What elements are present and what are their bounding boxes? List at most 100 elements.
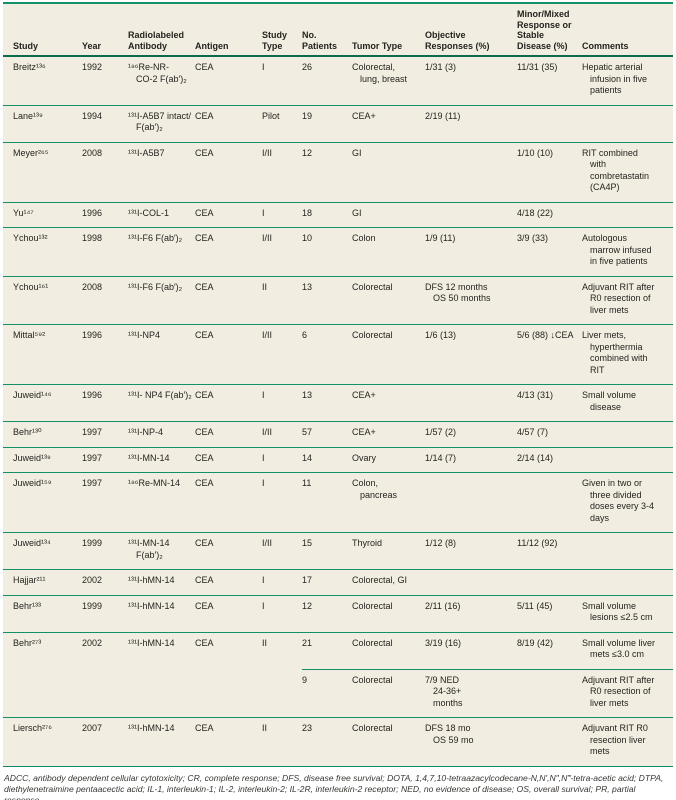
cell-minor <box>517 275 582 325</box>
cell-objective: 1/6 (13) <box>425 324 517 385</box>
table-row: Juweid¹⁵⁹ 1997 ¹⁸⁶Re-MN-14 CEA I 11 Colon, pan… <box>3 472 673 533</box>
cell-patients: 12 <box>302 141 352 202</box>
cell-tumor: CEA+ <box>352 421 425 447</box>
cell-antigen: CEA <box>195 227 262 276</box>
cell-antibody: ¹³¹I-NP-4 <box>128 421 195 447</box>
cell-antibody: ¹⁸⁶Re-MN-14 <box>128 472 195 533</box>
cell-comments <box>582 201 673 228</box>
cell-tumor: Colon, pancreas <box>352 472 425 533</box>
cell-minor: 11/12 (92) <box>517 532 582 570</box>
cell-year: 1999 <box>82 594 128 632</box>
cell-type: I <box>262 201 302 228</box>
cell-objective: DFS 12 months OS 50 months <box>425 275 517 325</box>
column-header-year: Year <box>82 3 128 57</box>
cell-objective <box>425 569 517 595</box>
cell-antibody: ¹⁸⁶Re-NR- CO-2 F(ab′)₂ <box>128 55 195 105</box>
cell-type: I <box>262 55 302 105</box>
cell-type: II <box>262 717 302 767</box>
cell-comments: RIT combined with combretastatin (CA4P) <box>582 141 673 202</box>
cell-minor: 5/6 (88) ↓CEA <box>517 324 582 385</box>
cell-antibody: ¹³¹I-NP4 <box>128 324 195 385</box>
table-row: Behr¹³⁰ 1997 ¹³¹I-NP-4 CEA I/II 57 CEA+ 1/57 (2… <box>3 421 673 447</box>
cell-year: 2008 <box>82 141 128 202</box>
cell-patients: 14 <box>302 446 352 473</box>
table-row: Breitz¹³⁶ 1992 ¹⁸⁶Re-NR- CO-2 F(ab′)₂ CEA I 2… <box>3 55 673 105</box>
cell-year: 1997 <box>82 446 128 473</box>
cell-year: 1992 <box>82 55 128 105</box>
cell-year: 2002 <box>82 569 128 595</box>
cell-antigen: CEA <box>195 201 262 228</box>
cell-antibody: ¹³¹I-hMN-14 <box>128 717 195 767</box>
table-row: Juweid¹³⁴ 1999 ¹³¹I-MN-14 F(ab′)₂ CEA I/II 15… <box>3 532 673 570</box>
cell-patients: 13 <box>302 275 352 325</box>
table-body: Breitz¹³⁶ 1992 ¹⁸⁶Re-NR- CO-2 F(ab′)₂ CEA I 2… <box>3 55 673 767</box>
cell-study: Liersch²⁷⁶ <box>3 717 82 767</box>
cell-comments <box>582 446 673 473</box>
cell-comments: Adjuvant RIT after R0 resection of liver… <box>582 275 673 325</box>
table-row: Meyer²⁶⁵ 2008 ¹³¹I-A5B7 CEA I/II 12 GI 1/10 (10… <box>3 141 673 202</box>
cell-minor: 2/14 (14) <box>517 446 582 473</box>
cell-minor: 8/19 (42) <box>517 631 582 669</box>
cell-comments <box>582 421 673 447</box>
column-header-tumor: Tumor Type <box>352 3 425 57</box>
cell-year: 2008 <box>82 275 128 325</box>
cell-objective <box>425 384 517 422</box>
cell-antigen: CEA <box>195 594 262 632</box>
cell-objective: 1/9 (11) <box>425 227 517 276</box>
cell-antibody: ¹³¹I-COL-1 <box>128 201 195 228</box>
cell-objective: 1/12 (8) <box>425 532 517 570</box>
cell-antigen: CEA <box>195 141 262 202</box>
header-row: Study Year Radiolabeled Antibody Antigen Stu… <box>3 3 673 57</box>
table-row: Juweid¹⁴⁶ 1996 ¹³¹I- NP4 F(ab′)₂ CEA I 13 CEA+… <box>3 384 673 422</box>
cell-comments: Autologous marrow infused in five patien… <box>582 227 673 276</box>
cell-antigen: CEA <box>195 384 262 422</box>
cell-minor: 4/57 (7) <box>517 421 582 447</box>
column-header-objective: Objective Responses (%) <box>425 3 517 57</box>
cell-tumor: Thyroid <box>352 532 425 570</box>
cell-antigen: CEA <box>195 421 262 447</box>
cell-patients: 15 <box>302 532 352 570</box>
cell-minor <box>517 472 582 533</box>
cell-type: I/II <box>262 141 302 202</box>
cell-antibody: ¹³¹I-hMN-14 <box>128 569 195 595</box>
cell-type: I <box>262 384 302 422</box>
cell-study: Juweid¹³⁴ <box>3 532 82 570</box>
cell-antigen: CEA <box>195 472 262 533</box>
cell-patients: 23 <box>302 717 352 767</box>
cell-year: 1997 <box>82 472 128 533</box>
cell-type: I/II <box>262 324 302 385</box>
cell-tumor: Colorectal <box>352 668 425 718</box>
cell-year: 1997 <box>82 421 128 447</box>
column-header-study: Study <box>3 3 82 57</box>
cell-comments: Liver mets, hyperthermia combined with R… <box>582 324 673 385</box>
cell-study: Behr¹³⁰ <box>3 421 82 447</box>
cell-study: Juweid¹⁴⁶ <box>3 384 82 422</box>
cell-antigen: CEA <box>195 55 262 105</box>
cell-minor <box>517 717 582 767</box>
cell-tumor: CEA+ <box>352 104 425 142</box>
cell-comments: Adjuvant RIT after R0 resection of liver… <box>582 668 673 718</box>
cell-tumor: Colorectal <box>352 324 425 385</box>
cell-antibody: ¹³¹I-F6 F(ab′)₂ <box>128 227 195 276</box>
cell-antigen: CEA <box>195 104 262 142</box>
cell-tumor: Colorectal <box>352 594 425 632</box>
cell-year: 1996 <box>82 201 128 228</box>
cell-antigen: CEA <box>195 631 262 718</box>
table-header: Study Year Radiolabeled Antibody Antigen Stu… <box>3 3 673 57</box>
cell-minor: 3/9 (33) <box>517 227 582 276</box>
table-row: Ychou¹⁶¹ 2008 ¹³¹I-F6 F(ab′)₂ CEA II 13 Colore… <box>3 275 673 325</box>
cell-objective: 1/31 (3) <box>425 55 517 105</box>
cell-antigen: CEA <box>195 569 262 595</box>
cell-antibody: ¹³¹I-hMN-14 <box>128 631 195 718</box>
cell-objective: 1/57 (2) <box>425 421 517 447</box>
cell-comments: Given in two or three divided doses ever… <box>582 472 673 533</box>
cell-study: Lane¹³⁹ <box>3 104 82 142</box>
cell-minor: 4/13 (31) <box>517 384 582 422</box>
cell-type: I/II <box>262 421 302 447</box>
cell-minor <box>517 668 582 718</box>
cell-minor <box>517 104 582 142</box>
cell-minor: 4/18 (22) <box>517 201 582 228</box>
cell-year: 2002 <box>82 631 128 718</box>
cell-objective <box>425 141 517 202</box>
cell-antigen: CEA <box>195 532 262 570</box>
